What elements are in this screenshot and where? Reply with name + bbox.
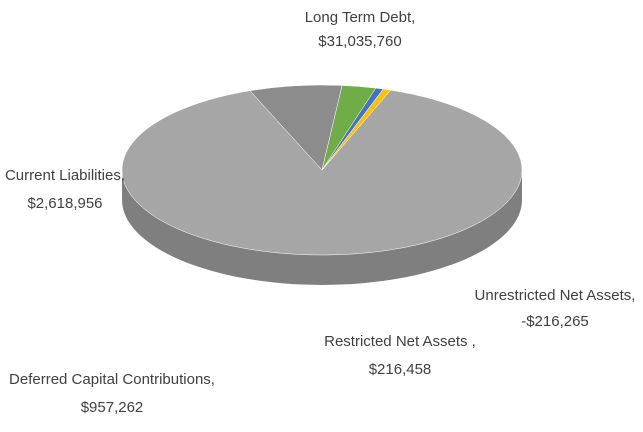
pie-side: [122, 170, 522, 285]
pie-slice: [121, 89, 523, 256]
data-label-value: $2,618,956: [27, 195, 102, 212]
data-label-value: -$216,265: [521, 313, 589, 330]
pie: [121, 84, 523, 285]
data-label-category: Long Term Debt,: [305, 9, 416, 26]
data-label-category: Unrestricted Net Assets,: [475, 287, 636, 304]
data-label-category: Deferred Capital Contributions,: [9, 371, 215, 388]
data-label-value: $957,262: [81, 399, 144, 416]
data-label-category: Restricted Net Assets ,: [324, 333, 476, 350]
pie-slice: [321, 88, 392, 171]
data-label-value: $31,035,760: [318, 33, 401, 50]
data-label-category: Current Liabilities,: [5, 167, 125, 184]
data-label-value: $216,458: [369, 361, 432, 378]
